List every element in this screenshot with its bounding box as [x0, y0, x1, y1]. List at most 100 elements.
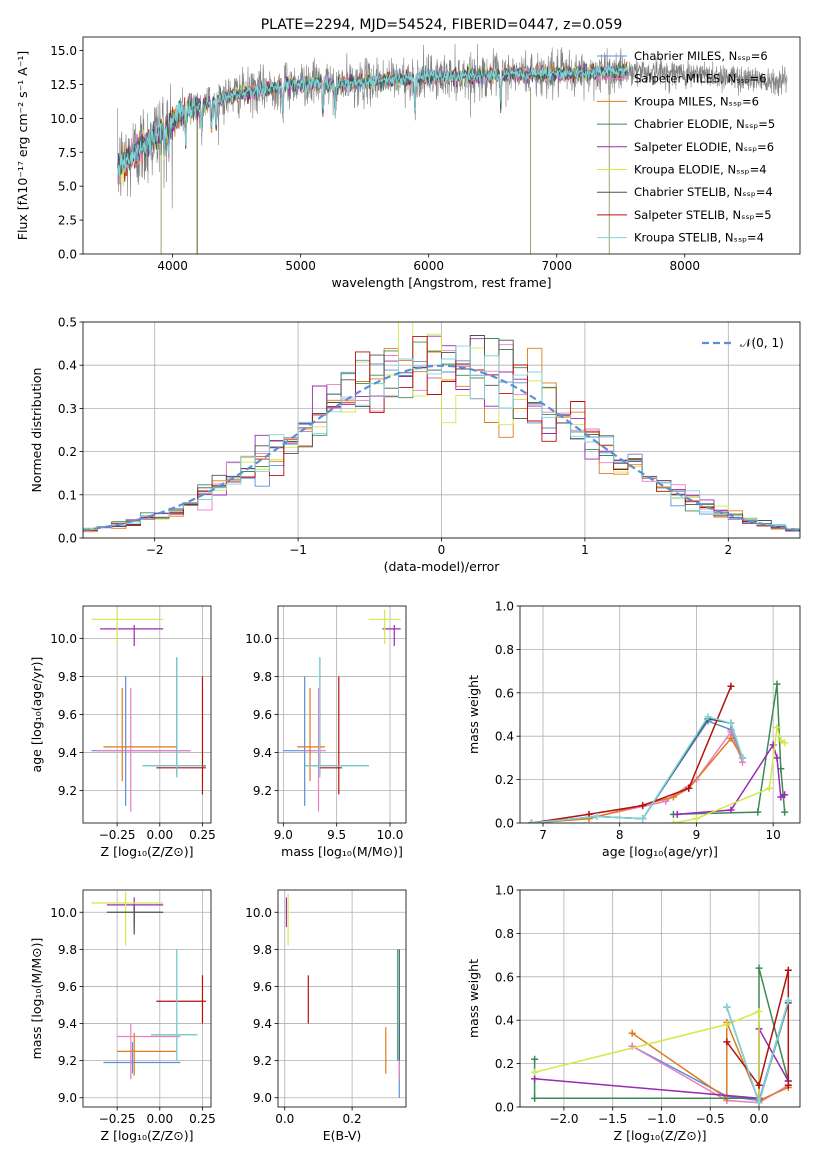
legend: 𝒩(0, 1) [702, 336, 784, 350]
x-axis-label: Z [log₁₀(Z/Z⊙)] [614, 1128, 707, 1143]
normal-curve [83, 364, 800, 532]
error-bar-point [156, 676, 206, 795]
error-bar-point [142, 657, 203, 776]
x-tick-label: 0.2 [343, 1112, 362, 1126]
weight-marker [738, 754, 746, 762]
error-bar-point [142, 657, 206, 778]
weight-marker [755, 1099, 763, 1107]
weight-marker [765, 784, 773, 792]
error-bar-point [318, 676, 342, 795]
x-tick-label: −2.0 [549, 1112, 578, 1126]
weight-series [673, 741, 789, 818]
x-tick-label: 9 [693, 828, 701, 842]
axes-frame [82, 321, 801, 539]
error-bar-point [91, 609, 164, 645]
weight-line [726, 1000, 790, 1106]
x-axis-label: E(B-V) [323, 1128, 362, 1143]
weight-marker [727, 719, 735, 727]
plot-area [83, 322, 800, 538]
y-tick-label: 9.8 [253, 670, 272, 684]
plot-area [528, 680, 789, 823]
y-tick-label: 0.2 [58, 445, 77, 459]
weight-line [531, 737, 744, 823]
x-tick-label: 0.00 [146, 828, 173, 842]
y-tick-label: 10.0 [245, 632, 272, 646]
error-bar-point [151, 949, 198, 1061]
y-tick-label: 0.0 [495, 1101, 514, 1115]
y-tick-label: 9.0 [58, 1091, 77, 1105]
axes-frame [277, 889, 407, 1108]
y-tick-label: 0.8 [495, 927, 514, 941]
y-axis-label: age [log₁₀(age/yr)] [29, 657, 44, 773]
weight-marker [528, 819, 536, 823]
weight-marker [723, 1038, 731, 1046]
weight-marker [727, 682, 735, 690]
x-tick-label: −2 [146, 543, 164, 557]
weight-marker [784, 997, 792, 1005]
y-tick-label: 9.2 [58, 1054, 77, 1068]
error-bar-point [156, 975, 206, 1024]
weight-line [531, 730, 744, 823]
x-tick-label: 9.0 [274, 828, 293, 842]
legend: Chabrier MILES, Nₛₛₚ=6 Salpeter MILES, Nₛ… [597, 49, 775, 245]
axes-frame [519, 605, 801, 824]
error-bar-point [297, 687, 325, 782]
weight-marker [723, 1003, 731, 1011]
y-tick-label: 1.0 [495, 600, 514, 614]
weight-marker [531, 1075, 539, 1083]
y-axis-label: mass weight [466, 675, 481, 754]
weight-marker [692, 815, 700, 823]
legend-label: Salpeter ELODIE, Nₛₛₚ=6 [634, 140, 774, 154]
y-tick-label: 10.0 [50, 906, 77, 920]
legend-label: Chabrier STELIB, Nₛₛₚ=4 [634, 185, 773, 199]
y-tick-label: 15.0 [50, 44, 77, 58]
panel-spectrum: 4000 5000 6000 7000 8000 0.0 2.5 5.0 7.5 10.0 12.5… [15, 17, 801, 290]
weight-line [726, 1002, 790, 1106]
chart-title: PLATE=2294, MJD=54524, FIBERID=0447, z=0… [261, 17, 623, 33]
y-tick-label: 9.2 [253, 784, 272, 798]
panel-mass-vs-Z: −0.25 0.00 0.25 9.0 9.2 9.4 9.6 9.8 10.0 Z [log₁₀… [29, 889, 216, 1143]
x-tick-label: 6000 [413, 259, 444, 273]
y-tick-label: 1.0 [495, 884, 514, 898]
x-tick-label: 8 [616, 828, 624, 842]
y-tick-label: 9.6 [58, 980, 77, 994]
error-bar-point [142, 657, 203, 778]
legend-label: Kroupa MILES, Nₛₛₚ=6 [634, 94, 759, 108]
x-tick-label: 0.25 [189, 1112, 216, 1126]
error-bar-point [382, 625, 401, 646]
y-tick-label: 0.5 [58, 316, 77, 330]
x-tick-label: 7000 [541, 259, 572, 273]
y-tick-label: 9.4 [58, 1017, 77, 1031]
y-tick-label: 0.4 [495, 730, 514, 744]
x-axis-label: mass [log₁₀(M/M⊙)] [281, 844, 403, 859]
x-tick-label: −1.0 [647, 1112, 676, 1126]
x-tick-label: −0.5 [696, 1112, 725, 1126]
weight-line [673, 683, 786, 816]
x-tick-label: 9.5 [327, 828, 346, 842]
weight-marker [673, 810, 681, 818]
x-axis-label: Z [log₁₀(Z/Z⊙)] [101, 844, 194, 859]
weight-series [528, 713, 746, 823]
plot-area [91, 891, 206, 1080]
x-tick-label: 5000 [285, 259, 316, 273]
legend-label: Salpeter STELIB, Nₛₛₚ=5 [634, 208, 772, 222]
y-tick-label: 0.4 [58, 359, 77, 373]
x-tick-label: 10 [766, 828, 781, 842]
weight-marker [755, 1008, 763, 1016]
panel-residuals: −2 −1 0 1 2 0.0 0.1 0.2 0.3 0.4 0.5 (data-model)/er… [29, 316, 801, 574]
axes-frame [82, 36, 801, 255]
y-tick-label: 5.0 [58, 180, 77, 194]
y-tick-label: 9.0 [253, 1091, 272, 1105]
plot-area [285, 893, 400, 1098]
axes-frame [82, 889, 212, 1108]
legend-label: Salpeter MILES, Nₛₛₚ=6 [634, 72, 767, 86]
y-axis-label: Normed distribution [29, 368, 44, 493]
weight-line [726, 970, 790, 1088]
weight-marker [773, 680, 781, 688]
legend-label: Kroupa STELIB, Nₛₛₚ=4 [634, 231, 764, 245]
y-tick-label: 9.4 [58, 746, 77, 760]
weight-marker [754, 808, 762, 816]
weight-series [528, 715, 746, 823]
y-axis-label: Flux [fλ10⁻¹⁷ erg cm⁻² s⁻¹ A⁻¹] [15, 51, 30, 240]
y-tick-label: 10.0 [245, 906, 272, 920]
